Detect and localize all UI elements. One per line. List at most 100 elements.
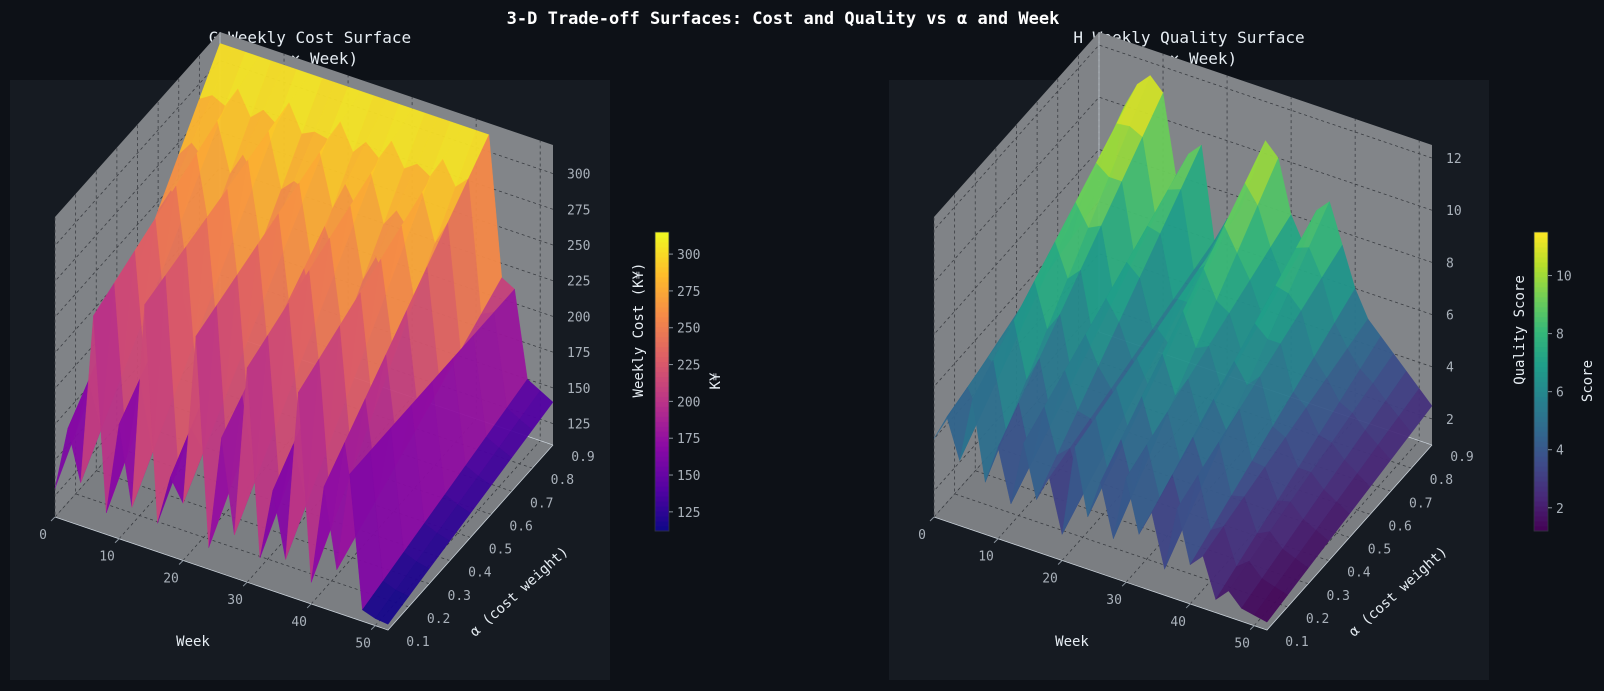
colorbar-segment [655,491,669,497]
colorbar-segment [655,326,669,333]
colorbar-tick-label: 125 [677,506,700,521]
alpha-tick-label: 0.2 [1306,612,1329,627]
colorbar-segment [655,416,669,422]
colorbar-segment [1534,351,1548,358]
alpha-tick-label: 0.6 [1388,519,1411,534]
colorbar-segment [655,311,669,318]
week-tick-label: 30 [1106,593,1122,608]
alpha-tick-label: 0.5 [489,543,512,558]
figure-suptitle: 3-D Trade-off Surfaces: Cost and Quality… [507,9,1060,29]
colorbar-segment [1534,316,1548,323]
alpha-tick-label: 0.1 [1285,635,1308,650]
cost-panel-title: G Weekly Cost Surface [209,28,411,47]
alpha-tick-label: 0.2 [427,612,450,627]
colorbar-segment [1534,301,1548,308]
colorbar-segment [655,261,669,268]
colorbar-segment [1534,426,1548,432]
colorbar-segment [1534,281,1548,288]
colorbar-segment [1534,436,1548,442]
colorbar-segment [1534,401,1548,407]
alpha-tick-label: 0.9 [571,450,594,465]
cost-week-ticks: 0 10 20 30 40 50 [39,516,376,652]
cost-alpha-ticks: 0.1 0.2 0.3 0.4 0.5 0.6 0.7 0.8 0.9 [406,450,594,650]
cost-colorbar: 125 150 175 200 225 250 275 300 [654,231,700,532]
cost-surface-panel: G Weekly Cost Surface (α × Week) 0102030… [10,28,724,680]
week-tick-label: 10 [99,550,115,565]
z-tick-label: 300 [567,168,590,183]
colorbar-segment [1534,232,1548,238]
alpha-tick-label: 0.4 [468,566,492,581]
z-tick-label: 4 [1446,361,1454,376]
colorbar-segment [1534,386,1548,392]
colorbar-tick-label: 200 [677,395,700,410]
colorbar-segment [1534,366,1548,373]
colorbar-segment [655,296,669,303]
box-edge [933,444,1433,631]
colorbar-segment [1534,491,1548,497]
alpha-tick-label: 0.7 [1409,496,1432,511]
alpha-tick-label: 0.3 [448,589,471,604]
colorbar-segment [655,246,669,253]
colorbar-segment [655,386,669,392]
colorbar-segment [1534,321,1548,328]
colorbar-segment [1534,406,1548,412]
colorbar-segment [1534,496,1548,502]
colorbar-segment [1534,461,1548,467]
colorbar-segment [655,321,669,328]
colorbar-frame [654,231,670,532]
colorbar-segment [655,316,669,323]
week-tick-label: 40 [1170,615,1186,630]
colorbar-segment [1534,271,1548,278]
colorbar-segment [655,426,669,432]
colorbar-segment [655,406,669,412]
colorbar-segment [1534,376,1548,382]
colorbar-segment [1534,246,1548,253]
colorbar-segment [655,401,669,407]
colorbar-tick-label: 10 [1556,270,1572,285]
colorbar-segment [1534,451,1548,457]
colorbar-segment [1534,241,1548,248]
week-tick-mark [1249,625,1255,631]
colorbar-tick-label: 275 [677,285,700,300]
week-tick-mark [242,581,248,587]
colorbar-segment [1534,236,1548,243]
colorbar-tick-label: 8 [1556,328,1564,343]
colorbar-segment [1534,331,1548,338]
colorbar-segment [655,271,669,278]
cost-surface [54,43,554,625]
colorbar-segment [1534,381,1548,387]
alpha-tick-label: 0.5 [1368,543,1391,558]
alpha-tick-label: 0.4 [1347,566,1371,581]
colorbar-segment [1534,371,1548,378]
colorbar-segment [655,251,669,258]
z-grid-line [933,44,1433,231]
quality-z-ticks: 2 4 6 8 10 12 [1446,152,1462,428]
colorbar-segment [1534,261,1548,268]
colorbar-segment [655,446,669,452]
week-tick-label: 0 [39,528,47,543]
colorbar-segment [1534,521,1548,527]
cost-x-axis-label: Week [176,634,210,650]
colorbar-segment [655,456,669,462]
alpha-tick-label: 0.7 [530,496,553,511]
week-tick-label: 50 [355,637,371,652]
colorbar-segment [655,276,669,283]
surface-facet [374,589,409,625]
colorbar-segment [1534,361,1548,368]
quality-z-axis-label: Quality Score [1512,275,1528,385]
colorbar-segment [1534,336,1548,343]
z-grid-line [54,60,554,246]
colorbar-segment [1534,286,1548,293]
colorbar-segment [655,436,669,442]
colorbar-segment [1534,276,1548,283]
week-tick-label: 10 [978,550,994,565]
colorbar-segment [1534,326,1548,333]
colorbar-segment [655,232,669,238]
colorbar-segment [1534,306,1548,313]
colorbar-segment [1534,416,1548,422]
colorbar-segment [655,281,669,288]
cost-z-ticks: 125 150 175 200 225 250 275 300 [567,168,590,433]
z-tick-label: 8 [1446,256,1454,271]
box-edge [54,444,554,631]
colorbar-segment [655,526,669,532]
